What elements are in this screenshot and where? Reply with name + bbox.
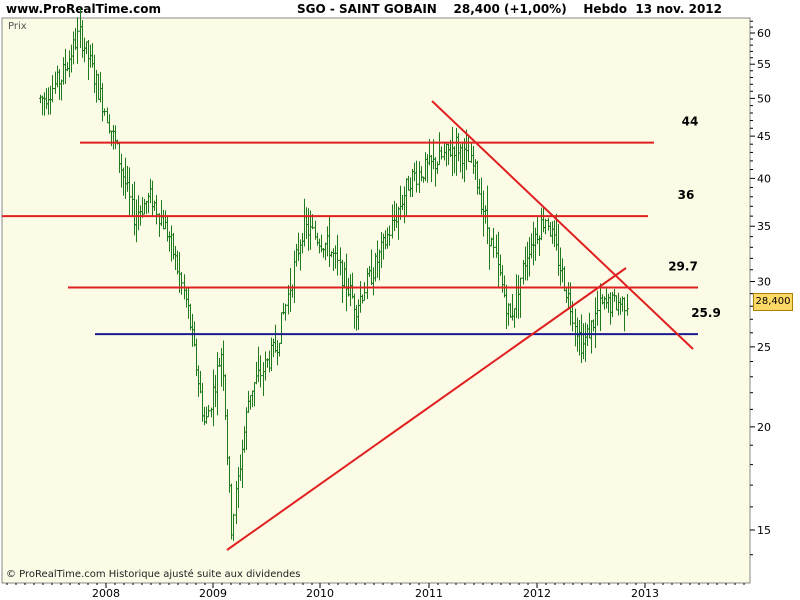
y-tick-label: 60 [757,27,771,40]
x-tick-label: 2010 [306,587,334,600]
y-tick-label: 50 [757,92,771,105]
x-tick-label: 2013 [631,587,659,600]
chart-title: SGO - SAINT GOBAIN 28,400 (+1,00%) Hebdo… [297,2,722,16]
trendline [431,100,694,350]
y-tick-label: 20 [757,421,771,434]
x-tick-label: 2008 [92,587,120,600]
level-label: 36 [678,188,695,202]
y-tick-label: 40 [757,172,771,185]
level-label: 29.7 [668,260,698,274]
site-name[interactable]: www.ProRealTime.com [6,2,161,16]
y-axis-label: Prix [8,21,27,32]
y-tick-label: 25 [757,341,771,354]
y-tick-label: 30 [757,276,771,289]
y-tick-label: 35 [757,220,771,233]
x-tick-label: 2011 [415,587,443,600]
current-price-badge: 28,400 [753,293,793,311]
price-bars [39,7,629,541]
level-label: 44 [682,115,699,129]
y-tick-label: 55 [757,58,771,71]
plot-area [1,17,751,584]
x-tick-label: 2009 [199,587,227,600]
x-tick-label: 2012 [523,587,551,600]
level-label: 25.9 [691,306,721,320]
y-tick-label: 15 [757,524,771,537]
chart-header: www.ProRealTime.com SGO - SAINT GOBAIN 2… [0,0,800,18]
trendline [226,267,627,551]
footer-note: © ProRealTime.com Historique ajusté suit… [6,569,301,580]
y-tick-label: 45 [757,130,771,143]
